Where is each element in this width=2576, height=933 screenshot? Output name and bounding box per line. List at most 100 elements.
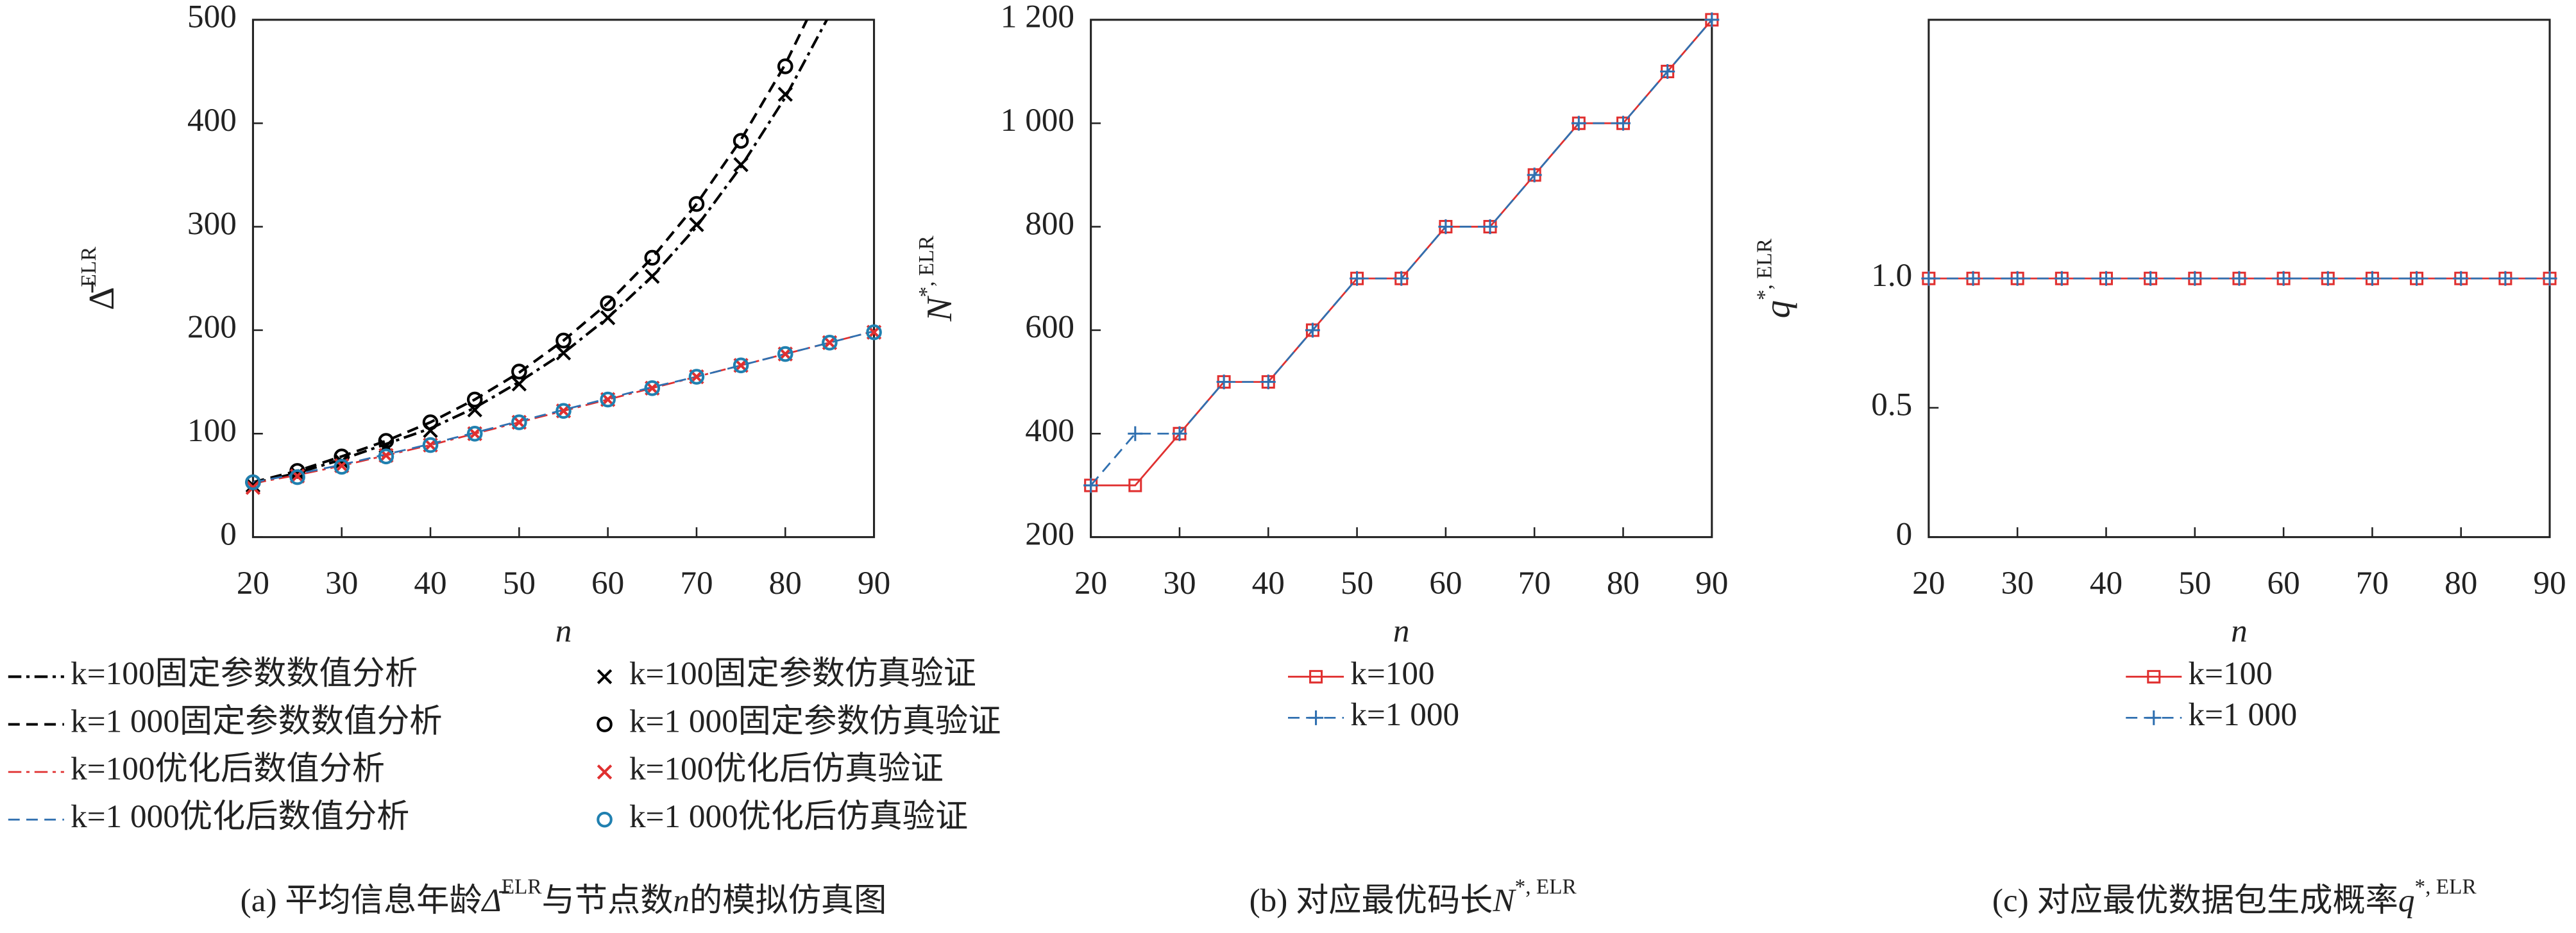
y-tick-label: 100 — [187, 412, 237, 449]
marker — [2321, 271, 2335, 285]
marker — [2098, 271, 2114, 286]
marker — [1527, 168, 1541, 182]
y-tick-label: 400 — [1025, 412, 1074, 449]
y-tick-label: 200 — [187, 309, 237, 346]
marker — [866, 324, 882, 340]
caption-part: *, ELR — [2415, 875, 2477, 898]
marker — [378, 433, 394, 449]
marker — [1128, 426, 1143, 441]
x-tick-label: 70 — [1518, 565, 1551, 601]
x-tick-label: 70 — [680, 565, 713, 601]
y-tick-label: 200 — [1025, 516, 1074, 552]
marker — [1394, 271, 1409, 286]
caption-part: 的模拟仿真图 — [690, 882, 886, 919]
marker — [1571, 115, 1586, 131]
legend-marker — [2146, 710, 2162, 725]
legend-marker — [2147, 669, 2161, 684]
y-label-base: N — [920, 295, 960, 322]
marker — [1439, 220, 1453, 234]
marker — [733, 357, 749, 373]
y-axis-label: q*, ELR — [1752, 238, 1797, 318]
marker — [2010, 271, 2024, 285]
marker — [2498, 271, 2513, 286]
marker — [2232, 271, 2247, 286]
marker — [2543, 271, 2557, 285]
x-tick-label: 30 — [325, 565, 358, 601]
legend-label: k=100固定参数数值分析 — [71, 655, 418, 692]
y-axis-label: N*, ELR — [915, 235, 960, 323]
marker — [511, 364, 527, 380]
caption-part: (c) 对应最优数据包生成概率 — [1992, 882, 2398, 919]
y-tick-label: 400 — [187, 102, 237, 139]
legend-label: k=1 000优化后数值分析 — [71, 798, 409, 835]
marker — [2054, 271, 2069, 286]
caption-part: n — [673, 882, 690, 919]
marker — [2187, 271, 2203, 286]
caption: (c) 对应最优数据包生成概率q*, ELR — [1992, 875, 2477, 918]
series-line — [252, 19, 809, 484]
marker — [1921, 271, 1936, 286]
marker — [555, 403, 572, 419]
legend-label: k=100 — [2189, 655, 2273, 692]
x-tick-label: 50 — [2178, 565, 2211, 601]
y-tick-label: 0.5 — [1871, 387, 1912, 423]
marker — [2320, 271, 2335, 286]
marker — [466, 426, 483, 442]
x-tick-label: 20 — [1074, 565, 1107, 601]
series-line — [1090, 19, 1713, 487]
marker — [2364, 271, 2380, 286]
x-tick-label: 40 — [2090, 565, 2123, 601]
x-tick-label: 50 — [1341, 565, 1373, 601]
legend-label: k=100固定参数仿真验证 — [629, 655, 976, 692]
marker — [600, 310, 616, 326]
y-tick-label: 600 — [1025, 309, 1074, 346]
marker — [733, 157, 749, 172]
marker — [1922, 271, 1936, 285]
marker — [1128, 478, 1142, 492]
marker — [555, 332, 572, 349]
marker — [245, 480, 261, 495]
marker — [777, 87, 793, 102]
series-line — [1090, 19, 1713, 486]
y-tick-label: 500 — [187, 0, 237, 35]
marker — [600, 295, 616, 312]
marker — [688, 196, 705, 212]
y-label-sup: *, ELR — [915, 235, 938, 298]
x-tick-label: 60 — [2267, 565, 2300, 601]
x-tick-label: 90 — [2533, 565, 2566, 601]
x-axis-label: n — [1393, 612, 1410, 649]
y-tick-label: 1 000 — [1001, 102, 1074, 139]
y-tick-label: 0 — [1896, 516, 1913, 552]
x-tick-label: 20 — [1912, 565, 1945, 601]
marker — [334, 458, 350, 475]
marker — [1527, 167, 1542, 183]
legend-label: k=100优化后数值分析 — [71, 751, 385, 787]
y-axis-label: Δ̄ELR — [77, 246, 122, 310]
y-tick-label: 1.0 — [1871, 257, 1912, 294]
marker — [2055, 271, 2069, 285]
legend-label: k=100 — [1350, 655, 1434, 692]
marker — [289, 469, 305, 485]
marker — [1173, 426, 1187, 441]
x-tick-label: 60 — [1429, 565, 1462, 601]
marker — [600, 391, 616, 408]
plot-frame — [1090, 19, 1713, 539]
legend-marker — [1309, 710, 1324, 725]
marker — [2099, 271, 2113, 285]
caption-part: ELR — [502, 875, 543, 898]
marker — [2143, 271, 2158, 286]
marker — [511, 376, 527, 392]
marker — [1172, 426, 1187, 441]
marker — [1217, 375, 1231, 389]
x-tick-label: 80 — [1607, 565, 1640, 601]
marker — [1084, 478, 1098, 492]
marker — [1394, 271, 1409, 285]
marker — [1305, 323, 1319, 337]
series-line — [253, 330, 874, 483]
y-tick-label: 1 200 — [1001, 0, 1074, 35]
legend-label: k=1 000 — [1350, 696, 1459, 733]
marker — [2409, 271, 2425, 286]
marker — [1350, 271, 1365, 286]
x-tick-label: 30 — [2001, 565, 2034, 601]
